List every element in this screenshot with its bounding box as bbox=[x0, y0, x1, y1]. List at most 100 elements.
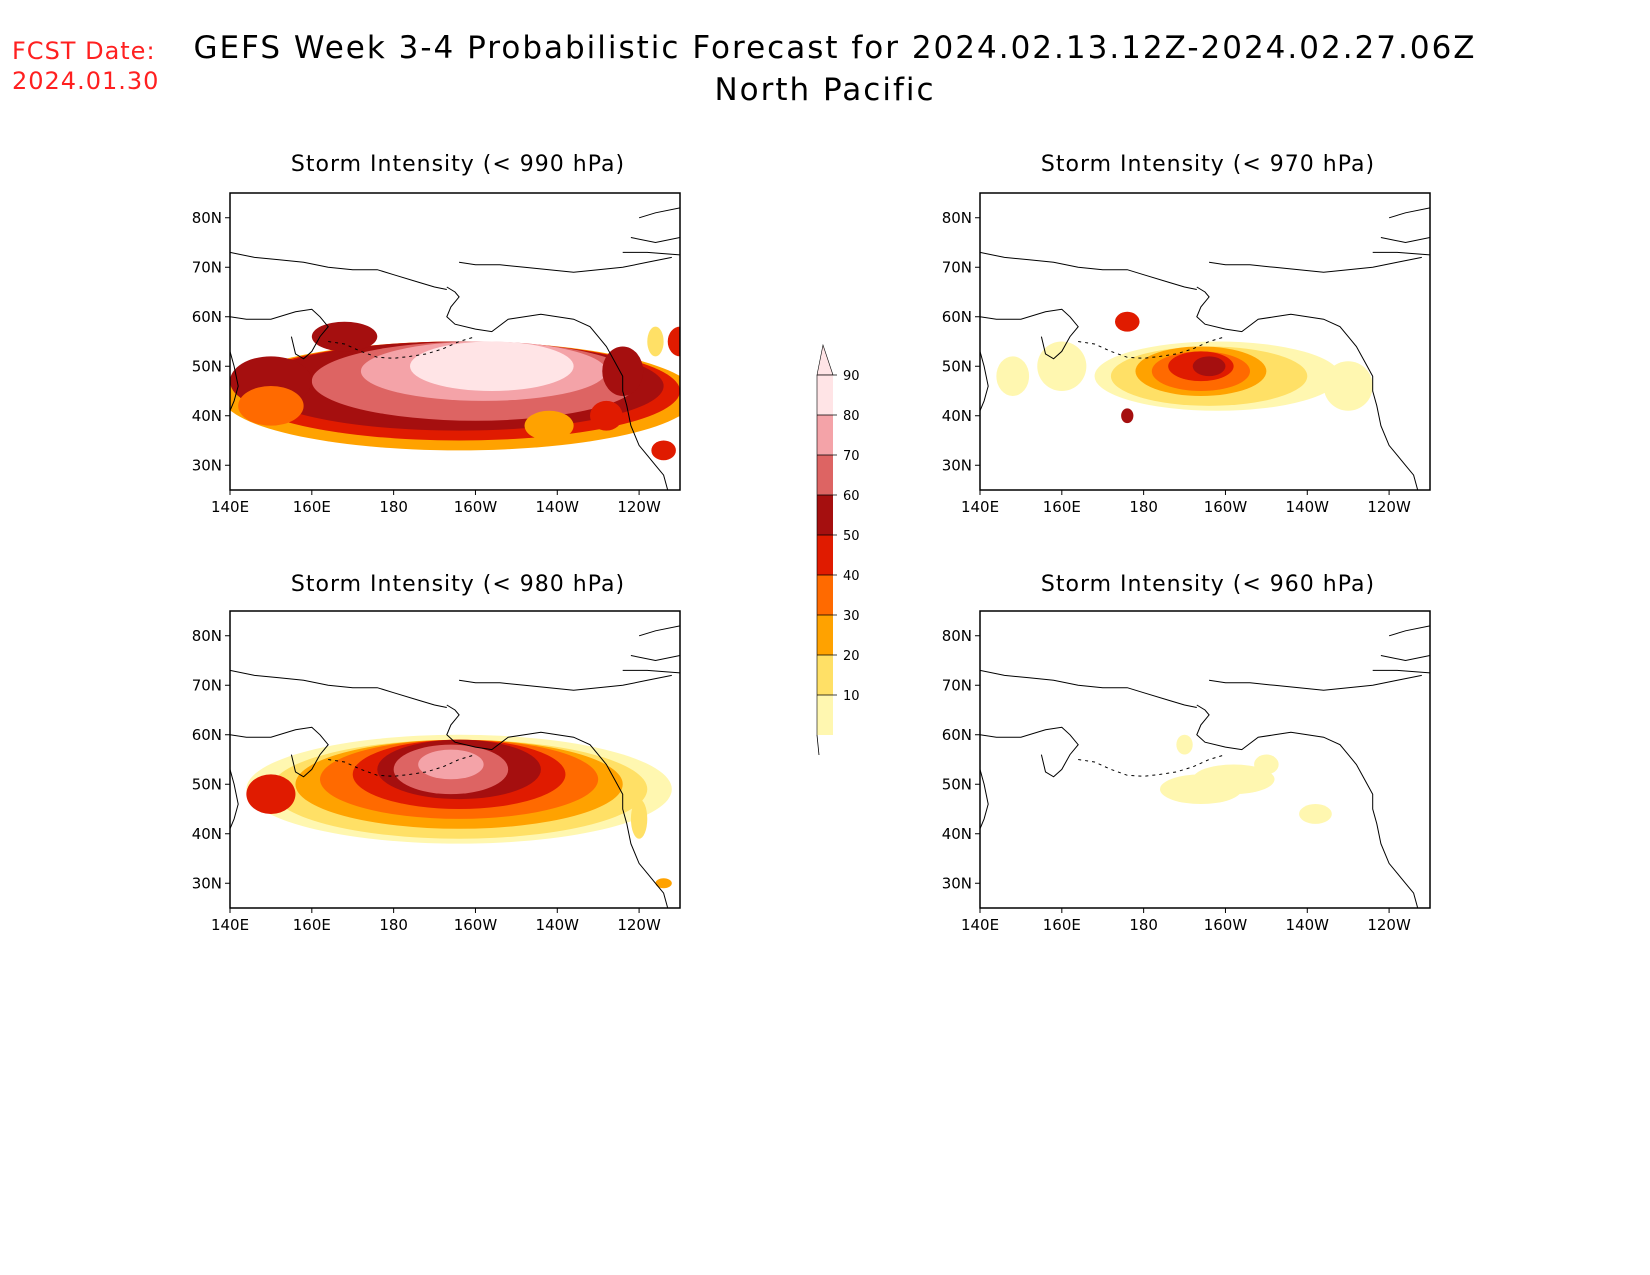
map-panel-990: 140E 160E 180 160W 140W 120W 80N 70N 60N 50N 40N 30… bbox=[192, 192, 681, 516]
colorbar-label: 50 bbox=[843, 529, 860, 544]
y-tick-label: 70N bbox=[192, 258, 222, 276]
coastline bbox=[1388, 207, 1430, 219]
colorbar-swatch bbox=[817, 455, 833, 495]
y-tick-label: 80N bbox=[192, 209, 222, 227]
coastline bbox=[459, 256, 672, 273]
y-tick-label: 50N bbox=[192, 357, 222, 375]
map-panel-970: 140E 160E 180 160W 140W 120W 80N 70N 60N 50N 40N 30… bbox=[942, 192, 1431, 516]
colorbar-cap-top bbox=[816, 343, 834, 376]
coastline bbox=[638, 625, 680, 637]
colorbar-label: 20 bbox=[843, 649, 860, 664]
probability-region bbox=[667, 326, 680, 357]
coastline bbox=[230, 251, 447, 290]
coastline bbox=[446, 704, 669, 908]
coastline bbox=[980, 769, 989, 829]
coastline bbox=[1380, 237, 1430, 244]
panel-title-970: Storm Intensity (< 970 hPa) bbox=[1040, 152, 1376, 177]
coastline bbox=[1196, 704, 1419, 908]
x-tick-label: 160W bbox=[454, 916, 498, 934]
x-tick-label: 160E bbox=[293, 498, 331, 516]
probability-region bbox=[1299, 804, 1332, 824]
y-tick-label: 70N bbox=[192, 676, 222, 694]
colorbar-label: 60 bbox=[843, 489, 860, 504]
y-tick-label: 30N bbox=[942, 456, 972, 474]
x-tick-label: 180 bbox=[1129, 498, 1158, 516]
y-tick-label: 50N bbox=[192, 775, 222, 793]
y-tick-label: 40N bbox=[942, 825, 972, 843]
forecast-date-label: FCST Date: bbox=[12, 37, 156, 65]
y-tick-label: 30N bbox=[192, 456, 222, 474]
coastline bbox=[980, 669, 1197, 708]
y-tick-label: 60N bbox=[192, 726, 222, 744]
coastline bbox=[622, 669, 680, 674]
probability-region bbox=[524, 410, 574, 441]
panel-title-980: Storm Intensity (< 980 hPa) bbox=[290, 572, 626, 597]
coastline bbox=[230, 351, 239, 411]
x-tick-label: 140E bbox=[211, 498, 249, 516]
coastline bbox=[622, 251, 680, 256]
x-tick-label: 120W bbox=[1367, 916, 1411, 934]
probability-region bbox=[1192, 764, 1275, 795]
x-tick-label: 140E bbox=[961, 498, 999, 516]
probability-region bbox=[630, 799, 648, 839]
map-panel-980: 140E 160E 180 160W 140W 120W 80N 70N 60N 50N 40N 30… bbox=[192, 610, 681, 934]
probability-region bbox=[246, 774, 296, 814]
x-tick-label: 140E bbox=[961, 916, 999, 934]
panel-title-960: Storm Intensity (< 960 hPa) bbox=[1040, 572, 1376, 597]
colorbar-swatch bbox=[817, 695, 833, 735]
x-tick-label: 160E bbox=[293, 916, 331, 934]
probability-region bbox=[1115, 311, 1140, 332]
aleutian-islands bbox=[1078, 754, 1226, 777]
x-tick-label: 180 bbox=[379, 916, 408, 934]
coastline bbox=[1388, 625, 1430, 637]
y-tick-label: 70N bbox=[942, 676, 972, 694]
probability-region bbox=[238, 386, 304, 426]
coastline bbox=[230, 308, 329, 360]
coastline bbox=[446, 286, 669, 490]
probability-region bbox=[311, 321, 378, 352]
probability-region bbox=[1037, 341, 1087, 391]
probability-region bbox=[602, 346, 644, 396]
colorbar-label: 90 bbox=[843, 369, 860, 384]
probability-region bbox=[647, 326, 664, 357]
y-tick-label: 80N bbox=[942, 627, 972, 645]
forecast-date-value: 2024.01.30 bbox=[12, 67, 160, 95]
probability-region bbox=[418, 749, 484, 780]
colorbar-label: 80 bbox=[843, 409, 860, 424]
y-tick-label: 60N bbox=[192, 308, 222, 326]
y-tick-label: 30N bbox=[942, 874, 972, 892]
y-tick-label: 70N bbox=[942, 258, 972, 276]
probability-region bbox=[1121, 408, 1134, 424]
probability-region bbox=[1254, 754, 1279, 775]
x-tick-label: 140W bbox=[1286, 916, 1330, 934]
coastline bbox=[630, 237, 680, 244]
aleutian-islands bbox=[328, 336, 476, 359]
coastline bbox=[980, 726, 1079, 778]
colorbar-swatch bbox=[817, 415, 833, 455]
region-title: North Pacific bbox=[714, 72, 936, 108]
page-title: GEFS Week 3-4 Probabilistic Forecast for… bbox=[0, 30, 1650, 108]
colorbar-swatch bbox=[817, 575, 833, 615]
y-tick-label: 40N bbox=[192, 407, 222, 425]
aleutian-islands bbox=[328, 754, 476, 777]
y-tick-label: 30N bbox=[192, 874, 222, 892]
colorbar-label: 70 bbox=[843, 449, 860, 464]
colorbar-swatch bbox=[817, 655, 833, 695]
x-tick-label: 140W bbox=[1286, 498, 1330, 516]
coastline bbox=[1372, 251, 1430, 256]
colorbar-cap-bottom bbox=[816, 734, 820, 755]
x-tick-label: 160E bbox=[1043, 916, 1081, 934]
colorbar-label: 30 bbox=[843, 609, 860, 624]
y-tick-label: 80N bbox=[942, 209, 972, 227]
forecast-date-block: FCST Date: 2024.01.30 bbox=[12, 36, 159, 96]
probability-region bbox=[655, 878, 672, 889]
aleutian-islands bbox=[1078, 336, 1226, 359]
coastline bbox=[1380, 655, 1430, 662]
probability-region bbox=[590, 400, 623, 431]
coastline bbox=[980, 351, 989, 411]
y-tick-label: 50N bbox=[942, 775, 972, 793]
main-title: GEFS Week 3-4 Probabilistic Forecast for… bbox=[193, 30, 1477, 66]
colorbar-swatch bbox=[817, 495, 833, 535]
map-frame bbox=[979, 610, 1431, 909]
x-tick-label: 180 bbox=[379, 498, 408, 516]
